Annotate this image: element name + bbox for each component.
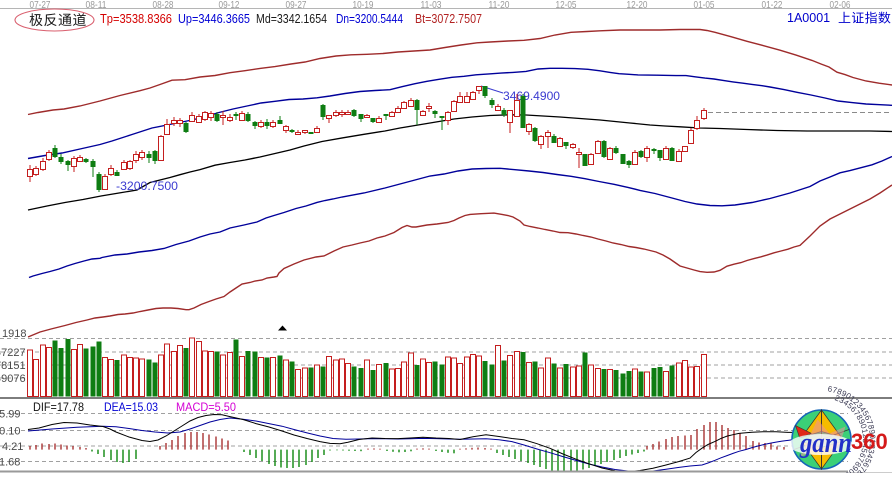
svg-text:3469.4900: 3469.4900 bbox=[503, 89, 560, 103]
svg-text:Tp=3538.8366: Tp=3538.8366 bbox=[100, 12, 172, 26]
svg-text:12-20: 12-20 bbox=[627, 0, 648, 11]
svg-text:1918: 1918 bbox=[2, 328, 26, 340]
svg-text:11-03: 11-03 bbox=[421, 0, 442, 11]
svg-text:49076: 49076 bbox=[0, 373, 26, 385]
svg-text:07-27: 07-27 bbox=[30, 0, 51, 11]
svg-text:Bt=3072.7507: Bt=3072.7507 bbox=[415, 12, 482, 26]
svg-text:08-28: 08-28 bbox=[153, 0, 174, 11]
svg-text:12-05: 12-05 bbox=[556, 0, 577, 11]
svg-text:09-12: 09-12 bbox=[219, 0, 240, 11]
svg-text:4.21: 4.21 bbox=[2, 441, 23, 453]
svg-text:Dn=3200.5444: Dn=3200.5444 bbox=[336, 12, 403, 26]
svg-text:01-05: 01-05 bbox=[694, 0, 715, 11]
svg-text:09-27: 09-27 bbox=[286, 0, 307, 11]
svg-text:360: 360 bbox=[851, 429, 888, 454]
svg-text:Up=3446.3665: Up=3446.3665 bbox=[178, 12, 250, 26]
svg-text:35.99: 35.99 bbox=[0, 409, 21, 421]
svg-text:DEA=15.03: DEA=15.03 bbox=[104, 400, 158, 414]
svg-text:gann: gann bbox=[799, 428, 852, 459]
svg-text:MACD=5.50: MACD=5.50 bbox=[176, 400, 236, 414]
svg-text:-3200.7500: -3200.7500 bbox=[116, 179, 178, 193]
svg-text:47227: 47227 bbox=[0, 347, 26, 359]
svg-text:02-06: 02-06 bbox=[830, 0, 851, 11]
svg-text:20.10: 20.10 bbox=[0, 426, 21, 438]
svg-text:DIF=17.78: DIF=17.78 bbox=[33, 400, 84, 414]
svg-text:11-20: 11-20 bbox=[489, 0, 510, 11]
svg-text:-11.68: -11.68 bbox=[0, 457, 20, 469]
svg-text:1A0001: 1A0001 bbox=[787, 11, 830, 25]
svg-text:Md=3342.1654: Md=3342.1654 bbox=[256, 12, 327, 26]
svg-text:01-22: 01-22 bbox=[762, 0, 783, 11]
svg-text:10-19: 10-19 bbox=[353, 0, 374, 11]
svg-text:08-11: 08-11 bbox=[86, 0, 107, 11]
